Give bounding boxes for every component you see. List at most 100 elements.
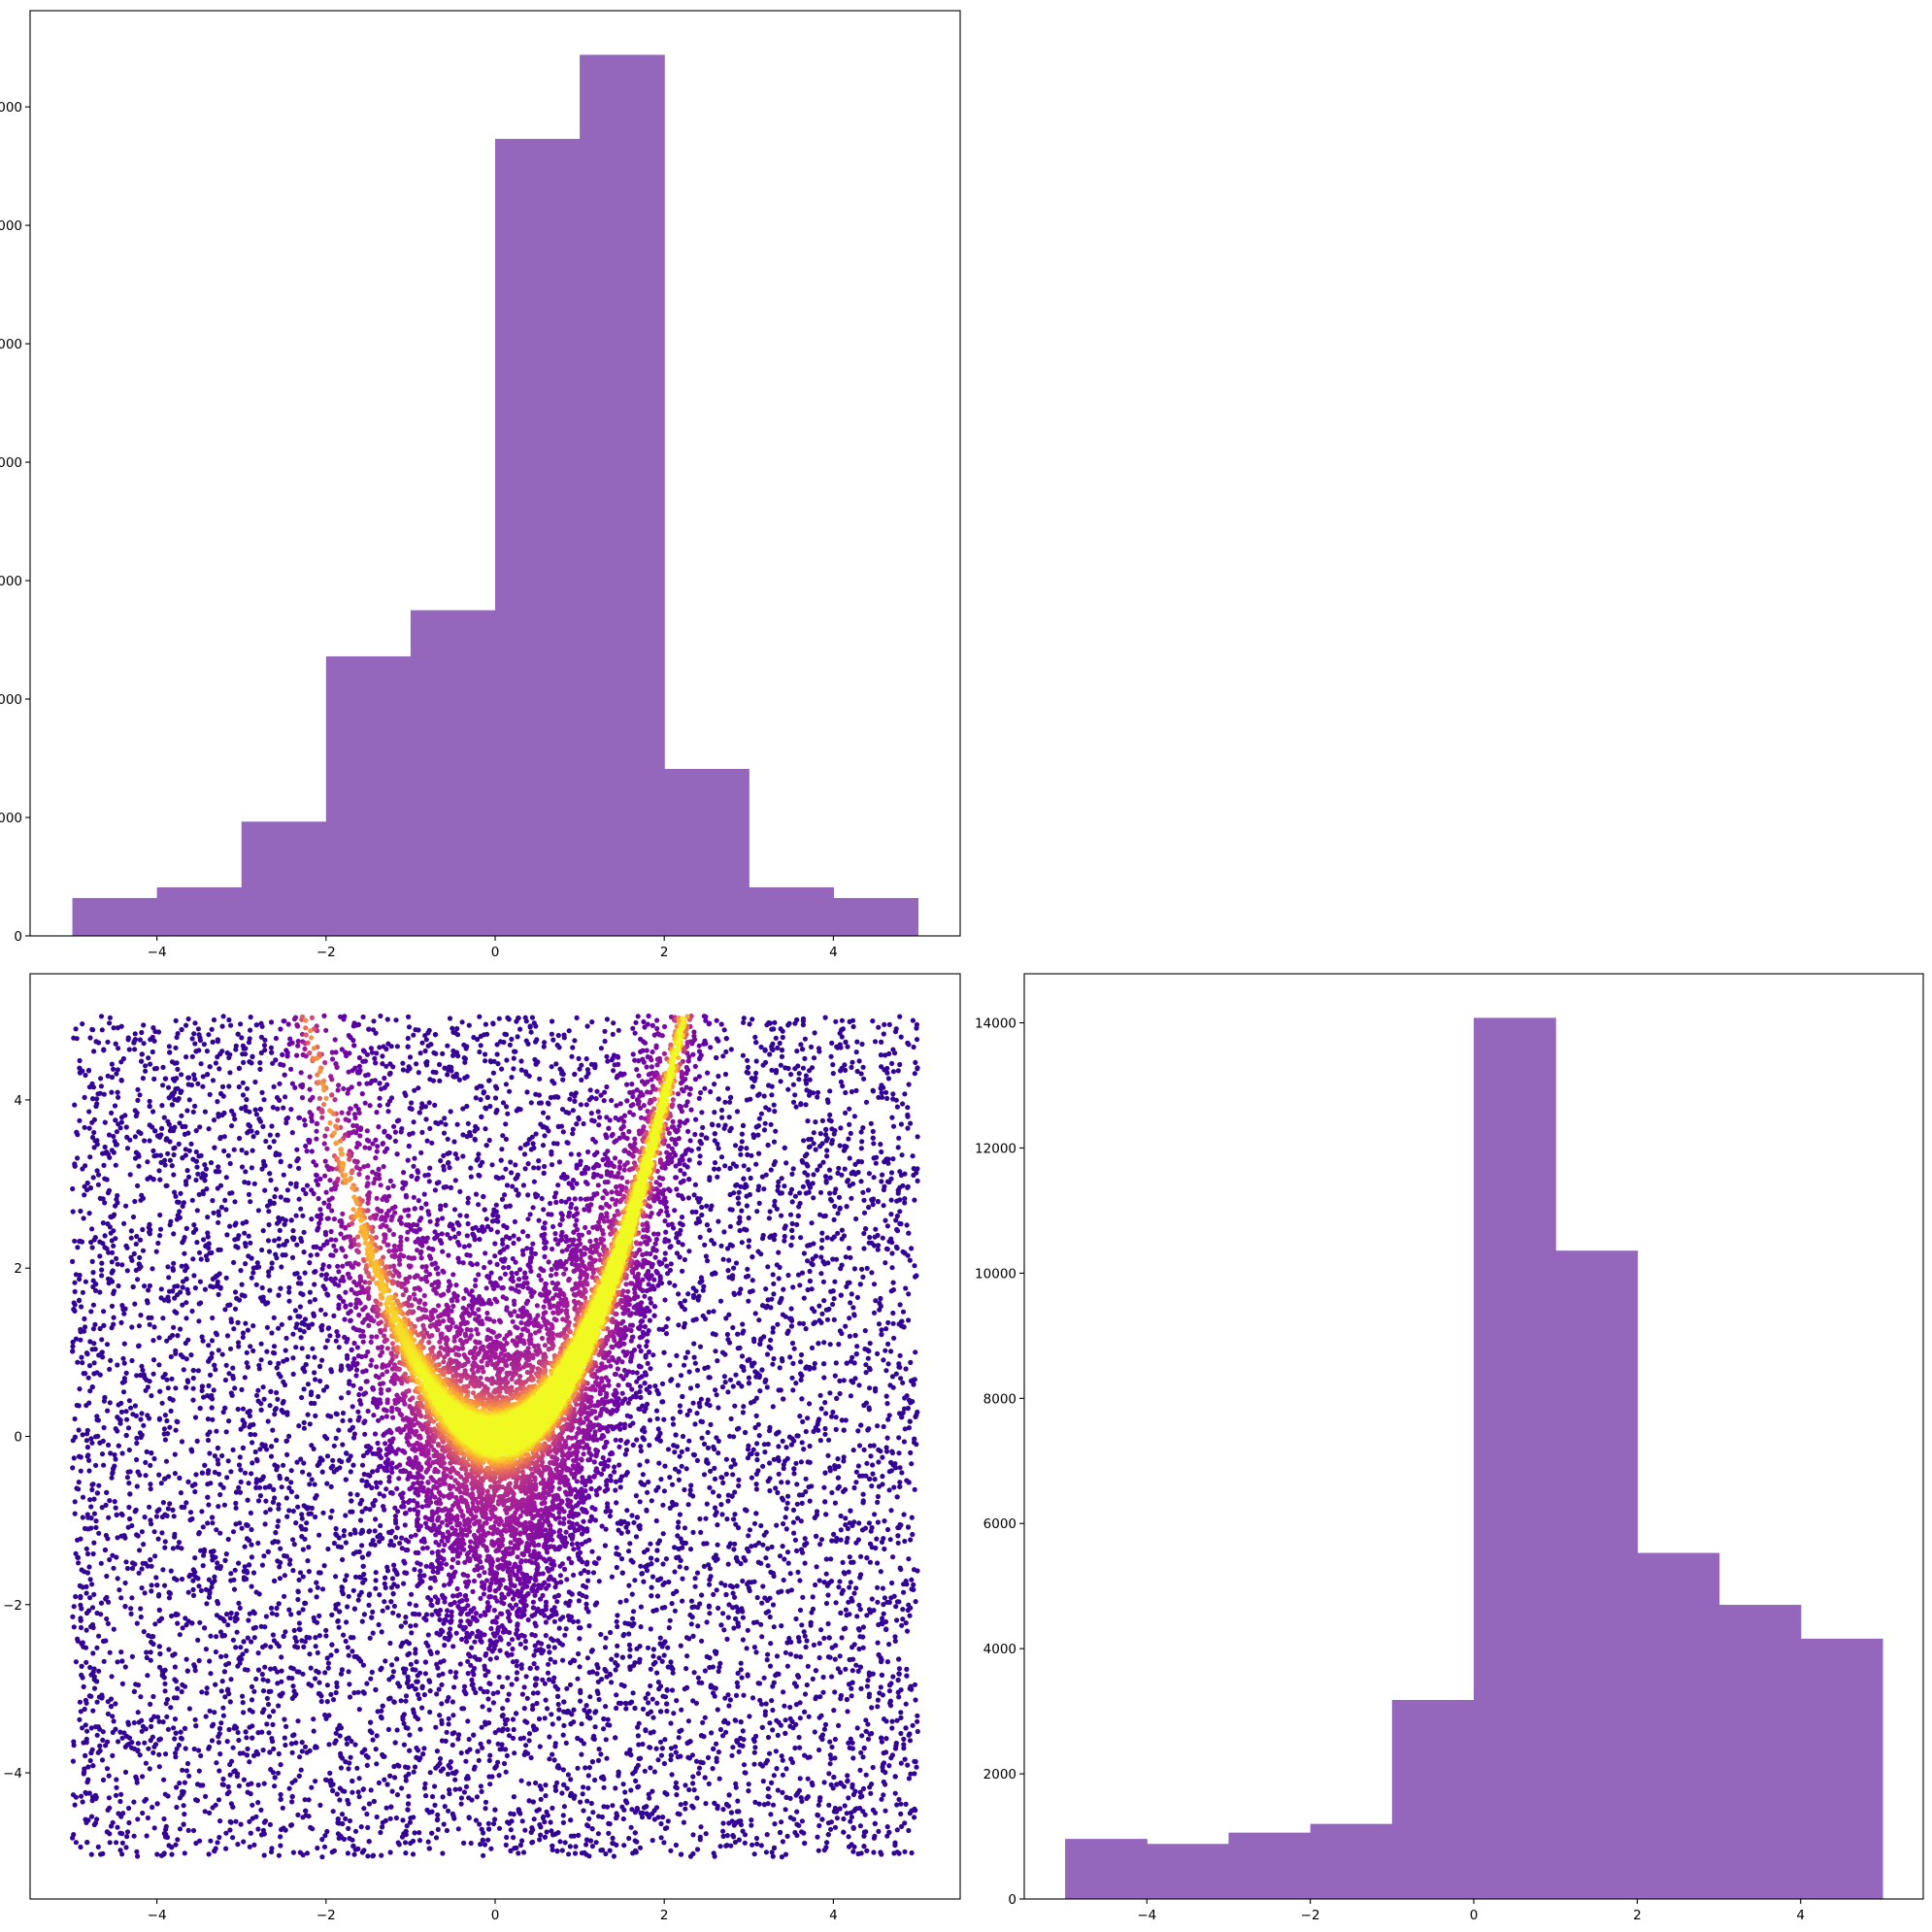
scatter-point <box>155 1715 161 1720</box>
scatter-point <box>913 1697 918 1703</box>
scatter-point <box>174 1418 180 1424</box>
scatter-point <box>742 1226 748 1232</box>
scatter-point <box>227 1302 233 1308</box>
scatter-point <box>125 1469 131 1475</box>
scatter-point <box>268 1453 275 1459</box>
scatter-point <box>789 1227 795 1233</box>
scatter-point <box>823 1178 829 1183</box>
scatter-point <box>796 1204 802 1210</box>
scatter-point <box>734 1554 740 1560</box>
scatter-point <box>775 1489 781 1496</box>
scatter-point <box>911 1582 916 1587</box>
scatter-point <box>119 1450 125 1456</box>
scatter-point <box>148 1482 153 1487</box>
scatter-point <box>170 1267 176 1273</box>
scatter-point <box>167 1049 173 1055</box>
scatter-point <box>822 1213 828 1218</box>
histogram-bar <box>72 897 158 936</box>
scatter-point <box>759 1634 765 1640</box>
scatter-point <box>132 1047 138 1052</box>
scatter-point <box>583 1842 589 1848</box>
scatter-point <box>170 1546 176 1551</box>
scatter-point <box>228 1819 234 1825</box>
scatter-point <box>733 1781 739 1786</box>
scatter-point <box>803 1326 809 1332</box>
scatter-point <box>826 1437 832 1443</box>
scatter-point <box>818 1254 824 1260</box>
scatter-point <box>136 1129 142 1135</box>
scatter-point <box>249 1554 254 1560</box>
scatter-point <box>755 1092 761 1098</box>
scatter-point <box>209 1584 215 1590</box>
scatter-point <box>183 1316 189 1321</box>
scatter-point <box>196 1657 202 1664</box>
scatter-point <box>115 1067 120 1073</box>
scatter-point <box>851 1266 858 1272</box>
scatter-point <box>812 1319 818 1325</box>
scatter-point <box>855 1463 862 1469</box>
scatter-point <box>864 1683 871 1689</box>
scatter-point <box>83 1697 88 1703</box>
scatter-point <box>783 1515 788 1520</box>
scatter-point <box>72 1102 78 1108</box>
scatter-point <box>177 1215 183 1220</box>
scatter-point <box>875 1584 881 1590</box>
scatter-point <box>736 1201 742 1207</box>
scatter-point <box>720 1733 726 1739</box>
scatter-point <box>137 1037 143 1043</box>
scatter-point <box>772 1019 778 1025</box>
scatter-point <box>859 1266 865 1272</box>
scatter-point <box>150 1266 155 1272</box>
scatter-point <box>203 1714 209 1719</box>
scatter-point <box>860 1645 866 1650</box>
scatter-point <box>99 1273 105 1279</box>
scatter-point <box>870 1128 876 1134</box>
scatter-point <box>751 1520 758 1526</box>
scatter-point <box>876 1024 882 1030</box>
scatter-point <box>903 1366 909 1372</box>
scatter-point <box>217 1066 222 1072</box>
scatter-point <box>797 1578 803 1583</box>
scatter-point <box>107 1015 113 1020</box>
scatter-point <box>227 1346 234 1351</box>
scatter-point <box>244 1360 250 1366</box>
scatter-point <box>607 1848 613 1853</box>
scatter-point <box>753 1482 759 1487</box>
scatter-point <box>177 1826 183 1832</box>
scatter-point <box>902 1196 908 1202</box>
scatter-point <box>898 1566 904 1573</box>
scatter-point <box>234 1774 240 1780</box>
scatter-point <box>364 1762 370 1768</box>
scatter-point <box>365 1754 371 1760</box>
scatter-point <box>276 1703 282 1709</box>
scatter-point <box>163 1831 169 1837</box>
scatter-point <box>790 1360 796 1366</box>
scatter-point <box>854 1614 860 1619</box>
scatter-point <box>78 1536 83 1542</box>
scatter-point <box>749 1842 755 1848</box>
scatter-point <box>90 1650 96 1656</box>
scatter-point <box>245 1364 250 1370</box>
scatter-point <box>157 1177 163 1183</box>
scatter-point <box>303 1526 309 1532</box>
scatter-point <box>792 1829 798 1836</box>
scatter-point <box>148 1037 153 1043</box>
scatter-point <box>87 1497 93 1503</box>
scatter-point <box>122 1580 128 1586</box>
scatter-point <box>289 1676 295 1682</box>
scatter-point <box>713 1512 718 1518</box>
scatter-point <box>111 1243 117 1249</box>
scatter-point <box>148 1462 153 1468</box>
scatter-point <box>736 1381 742 1386</box>
scatter-point <box>883 1157 889 1163</box>
scatter-point <box>896 1435 902 1441</box>
scatter-point <box>886 1682 893 1688</box>
scatter-point <box>859 1733 865 1739</box>
scatter-point <box>183 1746 188 1751</box>
scatter-point <box>900 1101 906 1107</box>
scatter-point <box>161 1426 167 1432</box>
scatter-point <box>718 1502 724 1508</box>
scatter-point <box>142 1515 148 1520</box>
scatter-point <box>765 1793 771 1799</box>
scatter-point <box>166 1275 172 1281</box>
